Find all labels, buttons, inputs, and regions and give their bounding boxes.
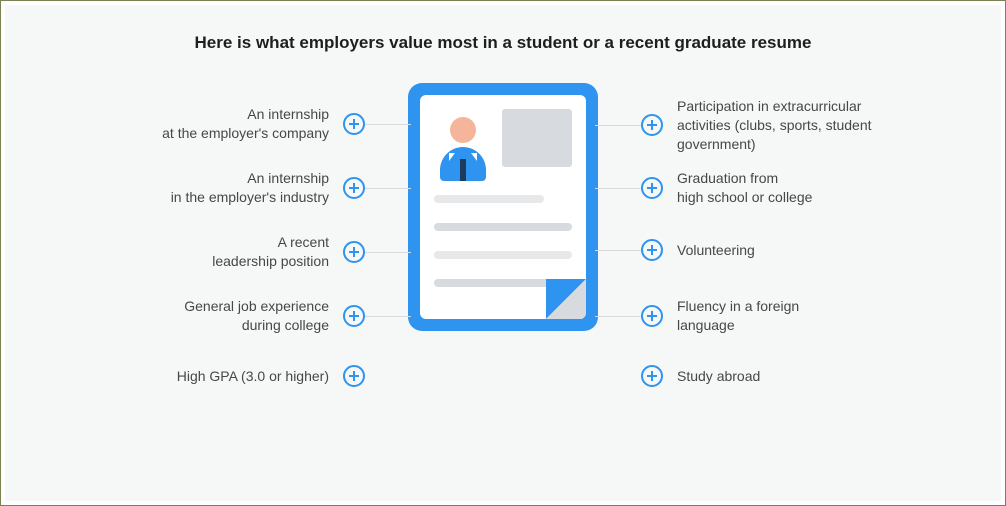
item-label: An internship at the employer's company <box>162 105 329 143</box>
connector-line <box>365 188 411 189</box>
left-item: An internship at the employer's company <box>45 105 365 143</box>
right-item: Study abroad <box>641 365 961 387</box>
item-label: Study abroad <box>677 367 760 386</box>
right-column: Participation in extracurricular activit… <box>641 63 961 483</box>
connector-line <box>595 188 641 189</box>
plus-icon <box>343 305 365 327</box>
item-label: Volunteering <box>677 241 755 260</box>
left-item: General job experience during college <box>45 297 365 335</box>
avatar-icon <box>434 109 492 181</box>
plus-icon <box>343 113 365 135</box>
item-label: Fluency in a foreign language <box>677 297 799 335</box>
infographic-stage: An internship at the employer's company A… <box>5 63 1001 483</box>
plus-icon <box>641 114 663 136</box>
plus-icon <box>343 177 365 199</box>
connector-line <box>595 250 641 251</box>
right-item: Volunteering <box>641 239 961 261</box>
connector-line <box>595 316 641 317</box>
right-item: Participation in extracurricular activit… <box>641 97 961 154</box>
connector-line <box>595 125 641 126</box>
placeholder-line <box>434 223 572 231</box>
infographic-title: Here is what employers value most in a s… <box>5 5 1001 63</box>
connector-line <box>365 252 411 253</box>
infographic-panel: Here is what employers value most in a s… <box>5 5 1001 501</box>
plus-icon <box>641 239 663 261</box>
plus-icon <box>343 365 365 387</box>
right-item: Fluency in a foreign language <box>641 297 961 335</box>
item-label: An internship in the employer's industry <box>171 169 329 207</box>
plus-icon <box>641 305 663 327</box>
connector-line <box>365 124 411 125</box>
left-item: High GPA (3.0 or higher) <box>45 365 365 387</box>
resume-page <box>420 95 586 319</box>
page-fold-icon <box>546 279 586 319</box>
placeholder-thumb <box>502 109 572 167</box>
item-label: High GPA (3.0 or higher) <box>177 367 329 386</box>
item-label: General job experience during college <box>184 297 329 335</box>
left-item: A recent leadership position <box>45 233 365 271</box>
plus-icon <box>343 241 365 263</box>
resume-illustration <box>408 83 598 331</box>
left-column: An internship at the employer's company A… <box>45 63 365 483</box>
right-item: Graduation from high school or college <box>641 169 961 207</box>
left-item: An internship in the employer's industry <box>45 169 365 207</box>
plus-icon <box>641 177 663 199</box>
connector-line <box>365 316 411 317</box>
placeholder-line <box>434 195 544 203</box>
placeholder-line <box>434 251 572 259</box>
item-label: Participation in extracurricular activit… <box>677 97 917 154</box>
placeholder-line <box>434 279 554 287</box>
plus-icon <box>641 365 663 387</box>
item-label: Graduation from high school or college <box>677 169 812 207</box>
item-label: A recent leadership position <box>212 233 329 271</box>
